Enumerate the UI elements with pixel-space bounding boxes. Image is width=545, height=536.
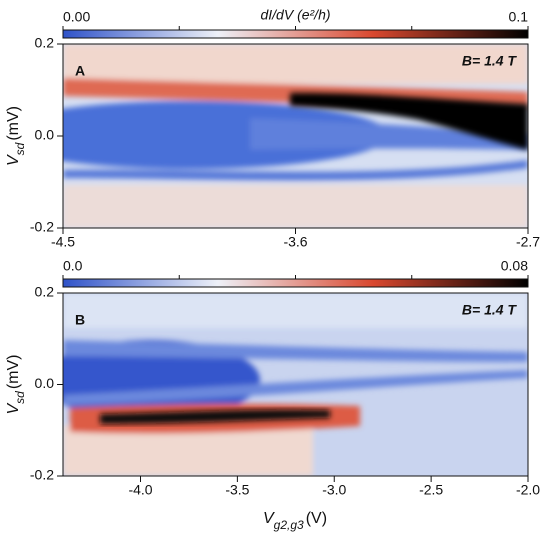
heatmap-image <box>63 293 528 476</box>
heatmap-image <box>63 44 528 228</box>
colorbar-tick-label: 0.0 <box>63 258 83 274</box>
y-tick-label: -0.2 <box>30 467 54 483</box>
colorbar-tick-label: 0.1 <box>509 9 529 25</box>
y-tick-label: 0.2 <box>35 284 55 300</box>
panel-label: A <box>75 63 85 79</box>
axis-subscript: g2,g3 <box>274 518 304 532</box>
x-tick-label: -2.5 <box>419 482 443 498</box>
axis-subscript: sd <box>13 142 27 155</box>
x-tick-label: -3.6 <box>283 234 307 250</box>
axis-unit: (mV) <box>5 354 22 389</box>
x-tick-label: -3.5 <box>225 482 249 498</box>
annotation: B= 1.4 T <box>462 53 518 69</box>
y-tick-label: -0.2 <box>30 219 54 235</box>
y-tick-label: 0.2 <box>35 35 55 51</box>
axis-label: Vg2,g3 (V) <box>263 510 327 532</box>
colorbar-title: dI/dV (e²/h) <box>260 7 330 23</box>
colorbar <box>62 278 529 288</box>
panel-label: B <box>75 312 85 328</box>
annotation: B= 1.4 T <box>462 302 518 318</box>
x-tick-label: -2.7 <box>516 234 540 250</box>
x-tick-label: -3.0 <box>322 482 346 498</box>
colorbar-tick-label: 0.00 <box>63 9 90 25</box>
x-tick-label: -4.5 <box>51 234 75 250</box>
axis-label: Vsd(mV) <box>5 106 27 166</box>
axis-unit: (V) <box>306 510 327 527</box>
axis-unit: (mV) <box>5 106 22 141</box>
y-tick-label: 0.0 <box>35 127 55 143</box>
axis-symbol: V <box>5 154 22 166</box>
x-tick-label: -4.0 <box>128 482 152 498</box>
y-tick-label: 0.0 <box>35 375 55 391</box>
x-tick-label: -2.0 <box>516 482 540 498</box>
axis-label: Vsd (mV) <box>5 354 27 414</box>
colorbar <box>62 29 529 39</box>
colorbar-tick-label: 0.08 <box>501 258 528 274</box>
axis-symbol: V <box>263 510 275 527</box>
axis-subscript: sd <box>13 391 27 404</box>
axis-symbol: V <box>5 403 22 415</box>
